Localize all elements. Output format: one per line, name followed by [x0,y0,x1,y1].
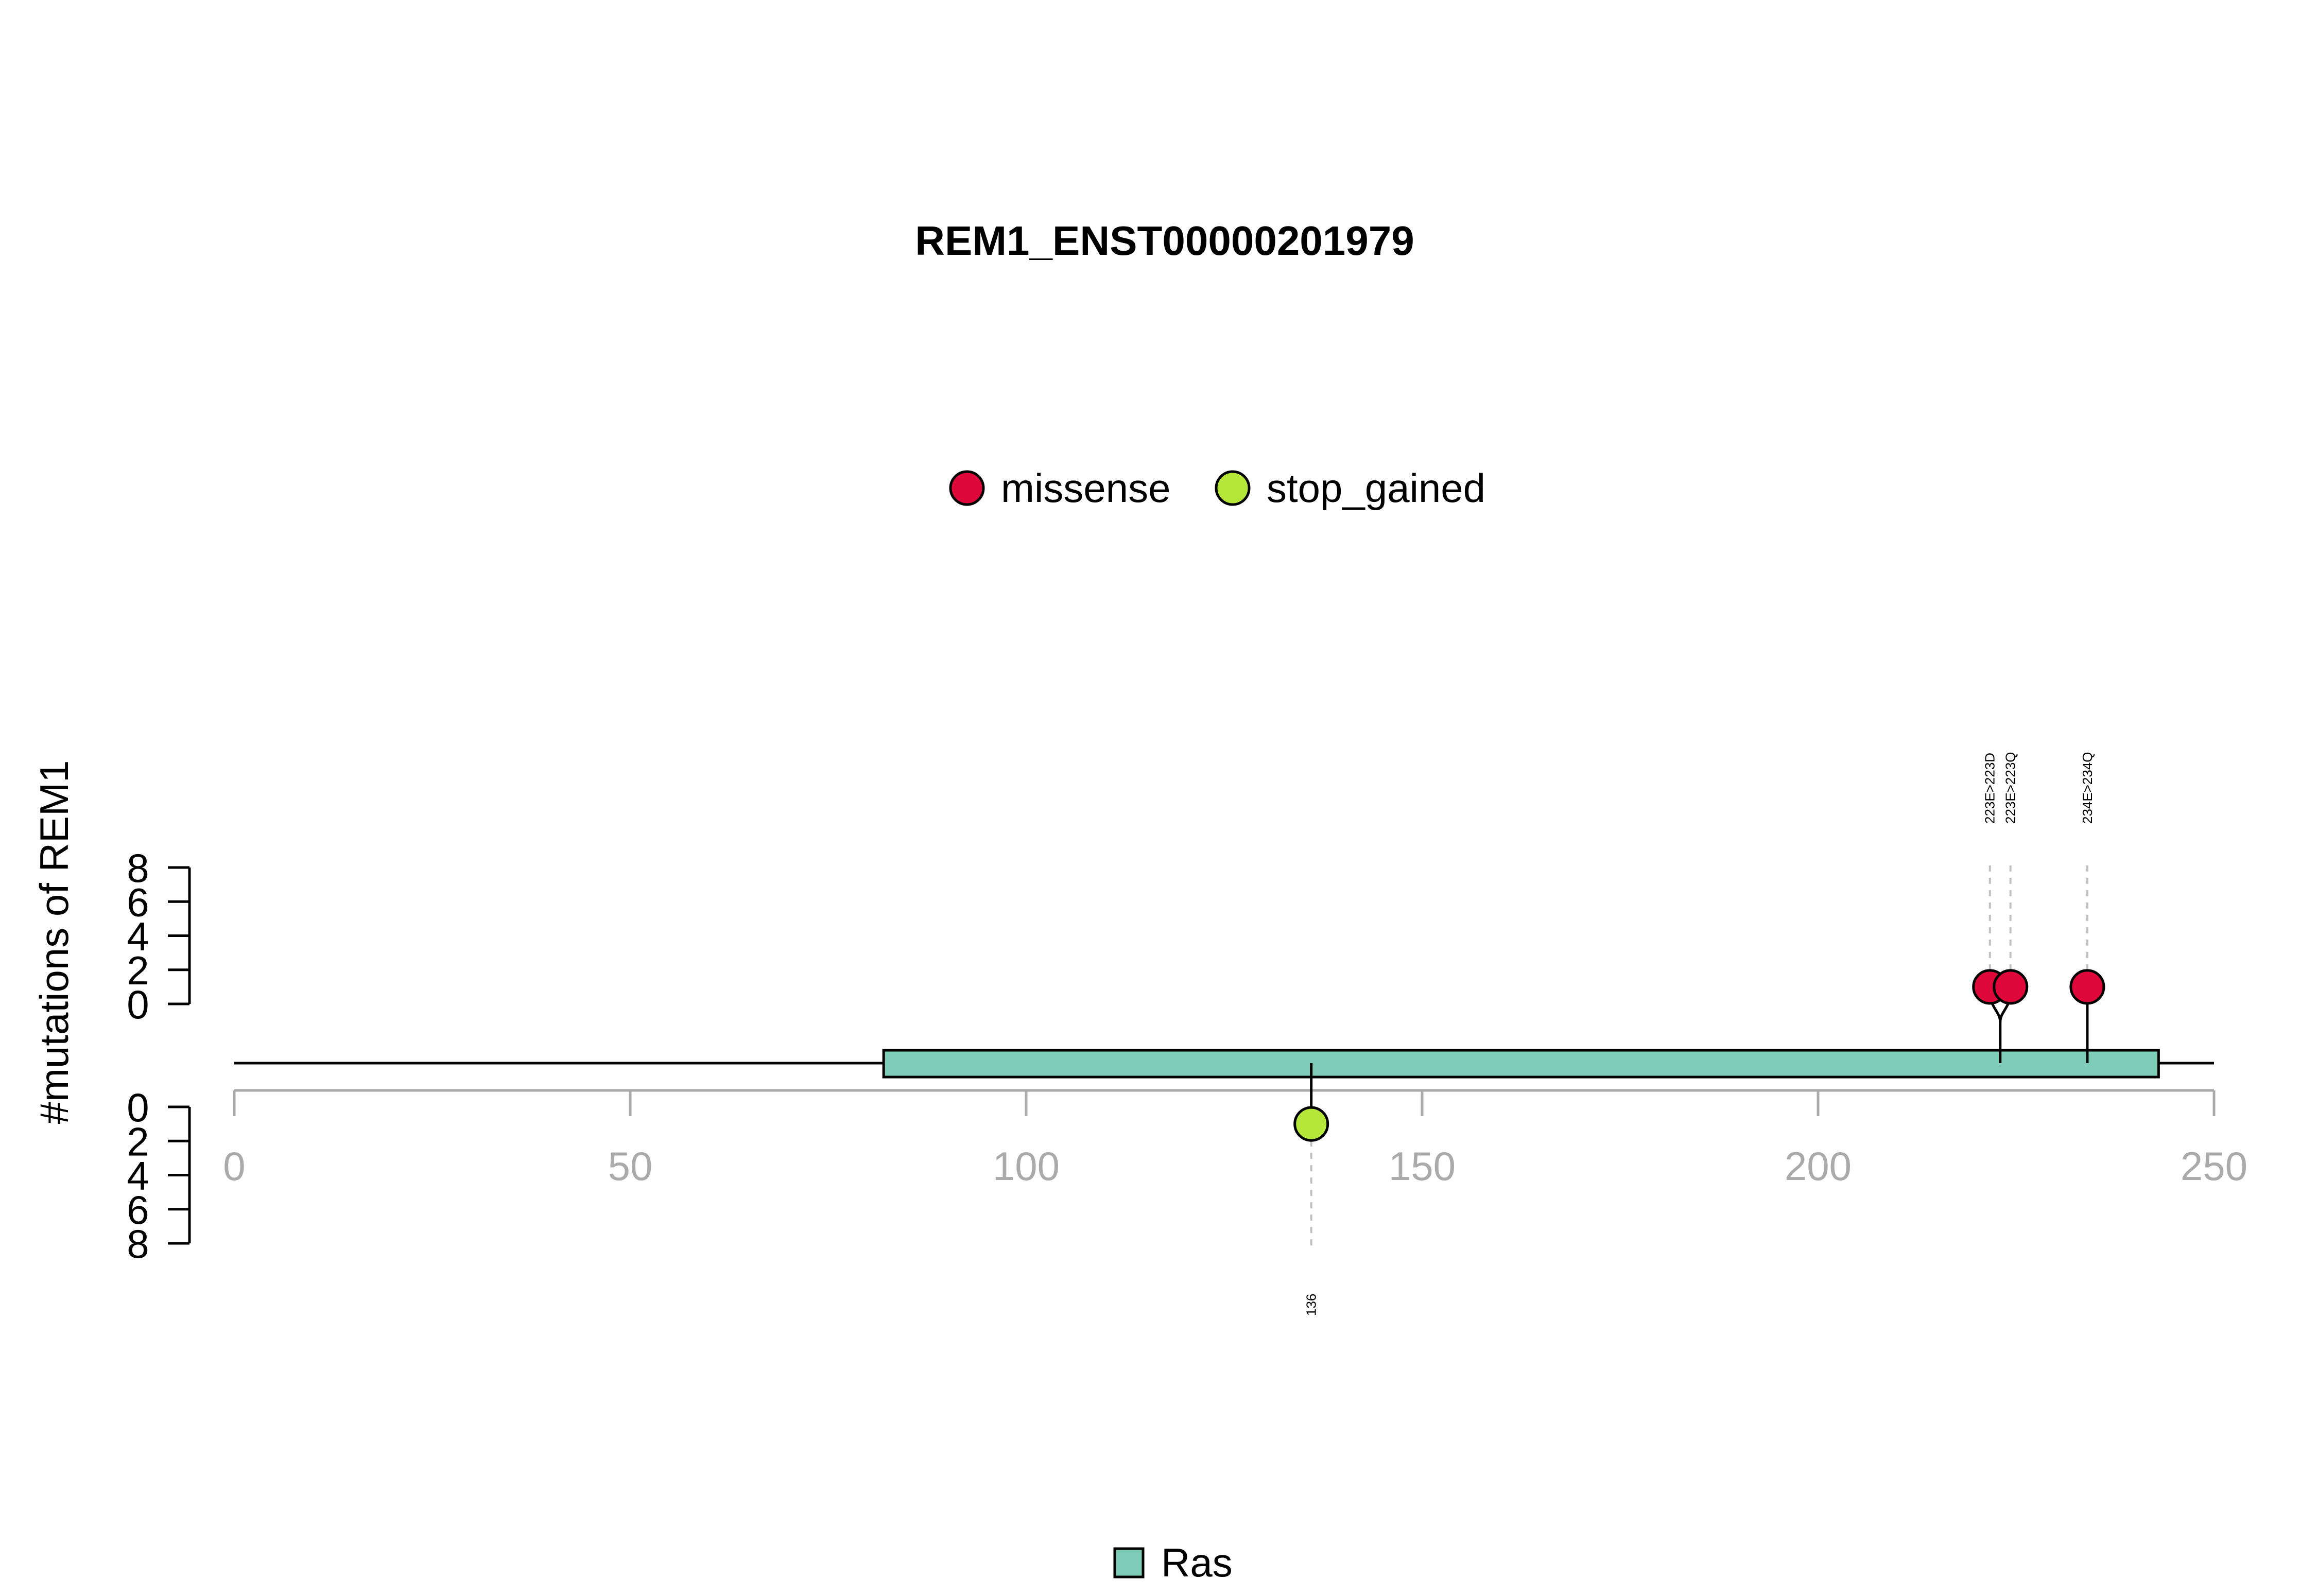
x-axis: 0 50 100 150 200 250 [223,1089,2247,1189]
domain-ras [882,1049,2160,1079]
legend-label-missense: missense [1001,465,1170,511]
mutation-label: 223E>223Q [2003,752,2018,824]
legend-label-stop-gained: stop_gained [1267,465,1485,511]
upper-y-tick-label: 8 [127,845,149,891]
y-axis-label: #mutations of REM1 [31,760,77,1124]
legend-marker-stop-gained [1215,470,1251,506]
lower-y-tick-label: 6 [127,1187,149,1233]
lower-y-tick-label: 8 [127,1221,149,1267]
domain-track [882,1049,2160,1079]
lower-y-tick-label: 0 [127,1085,149,1130]
mutation-lollipops: 223E>223D 223E>223Q 234E>234Q 136 [1293,752,2105,1316]
domain-legend-label: Ras [1161,1540,1233,1585]
x-tick-label: 0 [223,1143,245,1189]
mutation-label: 136 [1304,1294,1319,1316]
upper-y-tick-label: 0 [127,982,149,1027]
mutation-label: 223E>223D [1982,753,1998,824]
domain-legend-swatch [1113,1547,1145,1578]
mutation-legend: missense stop_gained [949,465,1485,511]
x-tick-label: 50 [608,1143,653,1189]
lollipop-head-missense [1993,969,2029,1005]
domain-legend: Ras [1113,1540,1233,1585]
x-tick-label: 100 [993,1143,1060,1189]
upper-y-tick-label: 4 [127,914,149,959]
x-tick-label: 250 [2181,1143,2247,1189]
upper-y-tick-label: 6 [127,879,149,925]
mutation-label: 234E>234Q [2080,752,2095,824]
x-tick-label: 200 [1785,1143,1852,1189]
upper-y-tick-label: 2 [127,948,149,993]
chart-title: REM1_ENST00000201979 [915,218,1414,264]
lower-y-tick-label: 4 [127,1153,149,1199]
lollipop-head-stop-gained [1293,1106,1329,1142]
x-tick-label: 150 [1389,1143,1456,1189]
lower-y-tick-label: 2 [127,1119,149,1164]
legend-marker-missense [949,470,985,506]
lollipop-head-missense [2069,969,2105,1005]
